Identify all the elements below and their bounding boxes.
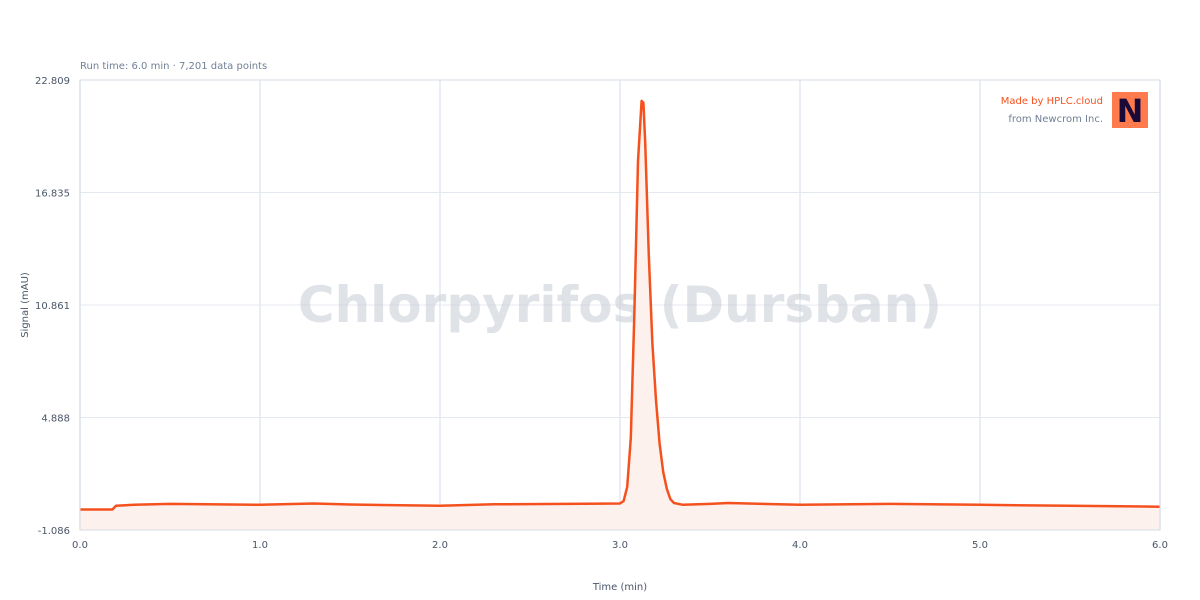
signal-line <box>80 99 1161 511</box>
y-axis-label: Signal (mAU) <box>20 272 31 338</box>
x-tick-label: 6.0 <box>1152 540 1168 551</box>
y-tick-label: 4.888 <box>41 413 70 424</box>
x-tick-label: 3.0 <box>612 540 628 551</box>
newcrom-logo[interactable] <box>1112 92 1148 128</box>
x-axis-label: Time (min) <box>592 582 647 593</box>
y-tick-label: 16.835 <box>35 189 70 200</box>
y-tick-label: 22.809 <box>35 76 70 87</box>
credit-made-by[interactable]: Made by HPLC.cloud <box>1001 96 1103 107</box>
credit-from: from Newcrom Inc. <box>1008 114 1103 125</box>
subtitle: Run time: 6.0 min · 7,201 data points <box>80 61 267 72</box>
x-tick-label: 2.0 <box>432 540 448 551</box>
watermark: Chlorpyrifos (Dursban) <box>298 276 942 334</box>
x-tick-label: 5.0 <box>972 540 988 551</box>
y-axis-ticks: -1.086 4.888 10.861 16.835 22.809 <box>35 76 70 537</box>
newcrom-logo-letter: N <box>1117 92 1144 130</box>
y-tick-label: -1.086 <box>38 526 70 537</box>
plot-frame <box>79 79 1161 531</box>
x-tick-label: 1.0 <box>252 540 268 551</box>
x-tick-label: 0.0 <box>72 540 88 551</box>
x-axis-ticks: 0.0 1.0 2.0 3.0 4.0 5.0 6.0 <box>72 540 1168 551</box>
y-tick-label: 10.861 <box>35 301 70 312</box>
x-tick-label: 4.0 <box>792 540 808 551</box>
